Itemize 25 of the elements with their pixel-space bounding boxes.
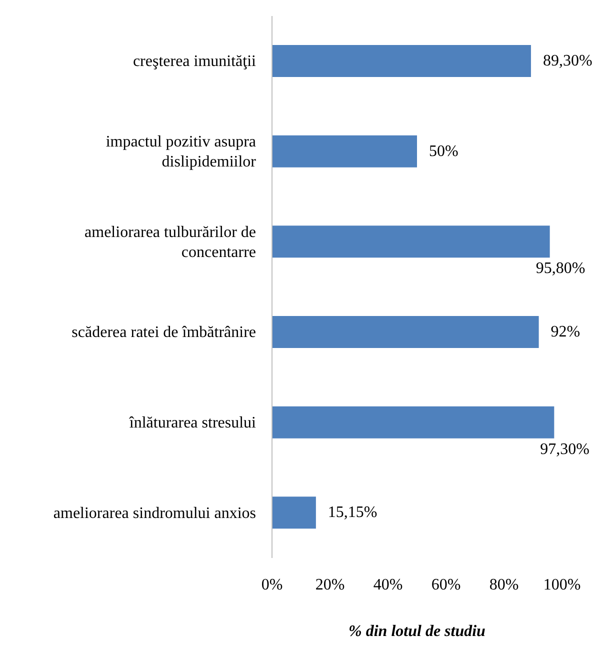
x-axis-title: % din lotul de studiu [348, 623, 486, 640]
data-label: 92% [550, 324, 580, 340]
x-tick-label: 0% [261, 576, 283, 594]
y-tick-label: impactul pozitiv asupra dislipidemiilor [106, 133, 257, 170]
bar [272, 45, 531, 77]
data-label: 50% [429, 142, 458, 160]
x-tick-label: 60% [431, 576, 461, 594]
data-label: 95,80% [536, 260, 586, 278]
y-tick-label: scăderea ratei de îmbătrânire [72, 324, 256, 341]
bar [272, 135, 417, 168]
data-label: 97,30% [540, 440, 590, 458]
bar [272, 406, 554, 438]
x-tick-label: 80% [489, 576, 519, 594]
x-tick-label: 20% [315, 576, 345, 594]
data-label: 89,30% [542, 52, 592, 70]
x-tick-label: 100% [543, 576, 581, 594]
y-tick-label: ameliorarea sindromului anxios [53, 504, 256, 522]
y-tick-label: înlăturarea stresului [128, 414, 257, 431]
bar [272, 496, 316, 529]
bar [272, 226, 550, 258]
y-tick-label: creşterea imunităţii [132, 52, 257, 70]
data-label: 15,15% [328, 504, 378, 522]
bar [272, 316, 539, 348]
x-tick-label: 40% [373, 576, 403, 594]
y-tick-label: ameliorarea tulburărilor de concentarre [84, 223, 256, 260]
